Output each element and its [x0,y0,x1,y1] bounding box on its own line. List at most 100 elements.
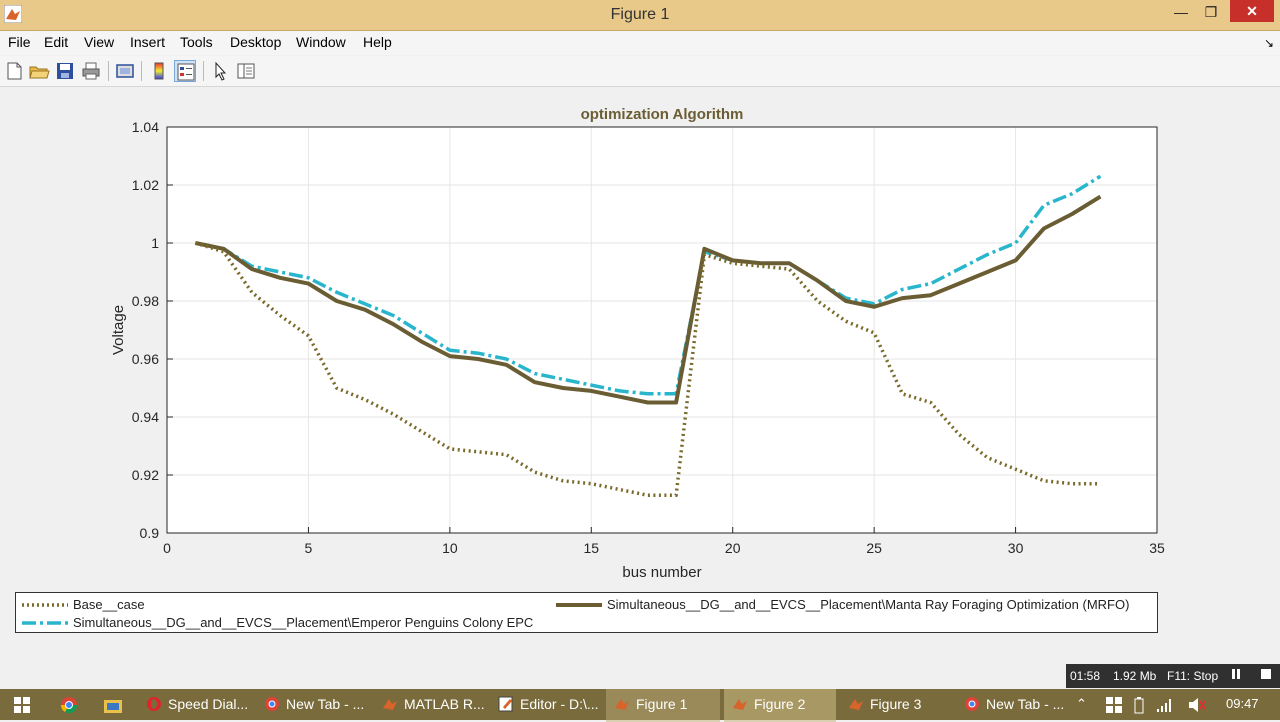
open-file-icon[interactable] [28,60,50,82]
insert-legend-icon[interactable] [174,60,196,82]
taskbar-editor[interactable]: Editor - D:\... [490,689,602,720]
matlab-figure-icon [733,699,747,710]
new-figure-icon[interactable] [3,60,25,82]
volume-icon[interactable] [1188,697,1206,716]
figure-toolbar [0,56,1280,87]
windows-store-icon[interactable] [1106,697,1122,716]
series-line-base[interactable] [194,241,1101,498]
taskbar-label: New Tab - ... [286,696,365,712]
plot-area [167,127,1157,533]
windows-start-icon[interactable] [0,689,46,720]
taskbar-label: Figure 1 [636,696,688,712]
y-tick-label: 0.94 [132,409,159,425]
property-inspector-icon[interactable] [235,60,257,82]
y-tick-label: 0.98 [132,293,159,309]
series-line-epc[interactable] [194,174,1102,396]
toolbar-separator [108,61,109,81]
menu-help[interactable]: Help [363,34,392,50]
x-tick-label: 5 [305,540,313,556]
legend-label-epc: Simultaneous__DG__and__EVCS__Placement\E… [73,615,534,630]
maximize-button[interactable]: ❐ [1204,4,1218,20]
y-axis-label: Voltage [110,305,127,355]
taskbar-label: MATLAB R... [404,696,485,712]
windows-taskbar: Speed Dial... New Tab - ... MATLAB R... … [0,689,1280,722]
y-tick-label: 0.96 [132,351,159,367]
x-tick-label: 15 [583,540,599,556]
pause-icon[interactable] [1230,668,1242,683]
y-tick-label: 0.92 [132,467,159,483]
menu-insert[interactable]: Insert [130,34,166,50]
x-tick-label: 35 [1149,540,1165,556]
x-tick-label: 25 [866,540,882,556]
chrome-icon[interactable] [52,689,86,720]
legend-entry-mrfo: Simultaneous__DG__and__EVCS__Placement\M… [554,597,1154,613]
legend-swatch-mrfo [556,603,602,607]
menu-bar: File Edit View Insert Tools Desktop Wind… [0,31,1280,55]
x-tick-label: 30 [1008,540,1024,556]
recording-time: 01:58 [1070,669,1101,683]
recording-size: 1.92 Mb [1113,669,1157,683]
taskbar-chrome-newtab[interactable]: New Tab - ... [256,689,368,720]
axis-ticks: 0 5 10 15 20 25 30 35 0.9 0.92 0.94 0.96 0.98 1 1.02 1.… [132,119,1165,556]
edit-plot-icon[interactable] [209,60,231,82]
x-axis-label: bus number [622,564,701,581]
menu-view[interactable]: View [84,34,115,50]
network-icon[interactable] [1156,697,1172,716]
print-icon[interactable] [80,60,102,82]
matlab-figure-icon [849,699,863,710]
taskbar-matlab[interactable]: MATLAB R... [374,689,486,720]
taskbar-figure-2[interactable]: Figure 2 [724,689,836,722]
taskbar-chrome-newtab-2[interactable]: New Tab - ... [956,689,1068,720]
insert-colorbar-icon[interactable] [148,60,170,82]
battery-icon[interactable] [1134,697,1144,717]
menu-window[interactable]: Window [296,34,346,50]
recorder-status: 01:58 1.92 Mb F11: Stop [1066,664,1280,688]
matlab-logo-icon [4,5,22,23]
menu-desktop[interactable]: Desktop [230,34,282,50]
y-tick-label: 1.04 [132,119,159,135]
taskbar-label: Figure 2 [754,696,806,712]
taskbar-figure-3[interactable]: Figure 3 [840,689,952,720]
x-tick-label: 10 [442,540,458,556]
taskbar-label: Editor - D:\... [520,696,599,712]
save-icon[interactable] [54,60,76,82]
menu-file[interactable]: File [8,34,31,50]
legend-entry-base: Base__case [20,597,500,613]
y-tick-label: 1.02 [132,177,159,193]
editor-icon [498,696,513,712]
taskbar-figure-1[interactable]: Figure 1 [606,689,720,722]
x-tick-label: 20 [725,540,741,556]
clock[interactable]: 09:47 [1226,696,1259,711]
series-lines [194,174,1102,498]
dock-arrow-icon[interactable]: ↘ [1263,36,1274,50]
minimize-button[interactable]: — [1174,4,1188,20]
y-tick-label: 1 [151,235,159,251]
opera-icon [147,697,161,711]
matlab-icon [383,699,397,710]
title-bar: Figure 1 — ❐ ✕ [0,0,1280,31]
stop-icon[interactable] [1260,668,1272,683]
axes-box [166,126,1158,534]
menu-edit[interactable]: Edit [44,34,69,50]
legend-label-mrfo: Simultaneous__DG__and__EVCS__Placement\M… [607,597,1130,612]
x-tick-label: 0 [163,540,171,556]
taskbar-opera[interactable]: Speed Dial... [138,689,250,720]
window-title: Figure 1 [610,6,670,23]
chart-legend[interactable]: Base__case Simultaneous__DG__and__EVCS__… [15,592,1158,633]
menu-tools[interactable]: Tools [180,34,213,50]
print-preview-icon[interactable] [114,60,136,82]
taskbar-label: Figure 3 [870,696,922,712]
chrome-icon [265,697,279,711]
stop-hint[interactable]: F11: Stop [1167,669,1219,683]
tray-chevron-icon[interactable]: ⌃ [1076,696,1087,711]
series-line-mrfo[interactable] [194,194,1102,405]
toolbar-separator [203,61,204,81]
legend-label-base: Base__case [73,597,145,612]
taskbar-label: Speed Dial... [168,696,249,712]
matlab-figure-icon [615,699,629,710]
file-explorer-icon[interactable] [96,689,130,720]
legend-entry-epc: Simultaneous__DG__and__EVCS__Placement\E… [20,615,580,631]
chart-title: optimization Algorithm [581,106,744,123]
close-button[interactable]: ✕ [1230,0,1274,22]
voltage-line-chart[interactable]: 0 5 10 15 20 25 30 35 0.9 0.92 0.94 0.96 0.98 1 1.02 1.… [0,87,1280,592]
